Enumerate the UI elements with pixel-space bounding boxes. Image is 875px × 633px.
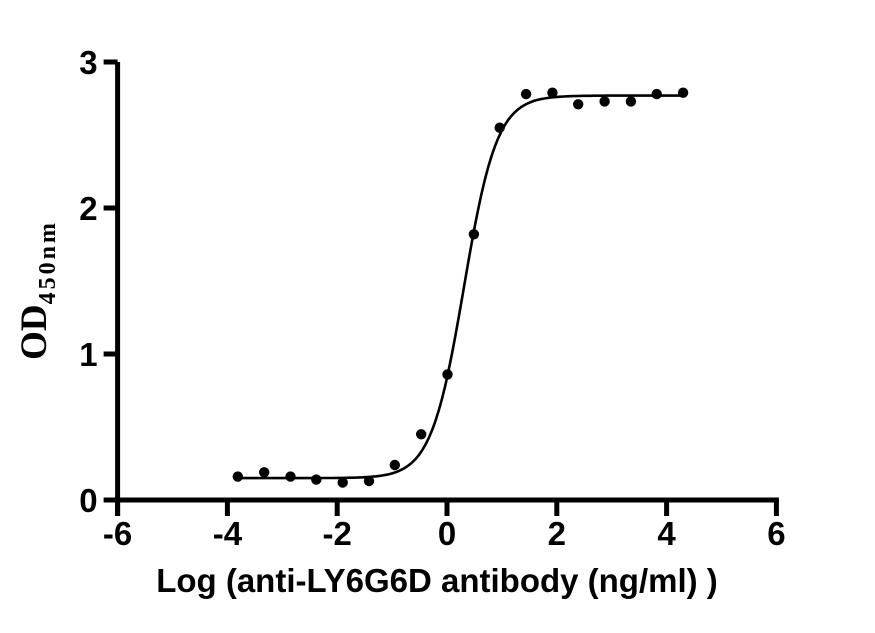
tick-labels: -6 -4 -2 0 2 4 6 0 1 2 3 [79, 44, 785, 552]
data-point [389, 459, 400, 471]
data-point [599, 96, 610, 107]
data-point [232, 471, 243, 482]
y-tick-label: 3 [79, 44, 97, 81]
data-point [311, 474, 322, 485]
data-point [520, 88, 532, 100]
y-axis-title: OD450nm [14, 220, 61, 360]
data-point [468, 229, 480, 240]
x-tick-label: 2 [548, 515, 566, 552]
x-tick-label: 0 [438, 515, 456, 552]
tick-marks [103, 59, 779, 516]
data-point [363, 475, 375, 487]
data-point [494, 122, 505, 133]
x-tick-label: 4 [657, 515, 676, 552]
axes [115, 62, 779, 516]
data-point [416, 429, 427, 440]
x-axis-title: Log (anti-LY6G6D antibody (ng/ml) ) [156, 562, 718, 599]
fit-curve-line [236, 94, 685, 480]
data-point [573, 99, 584, 110]
x-tick-label: -2 [323, 515, 352, 552]
y-tick-label: 2 [79, 190, 97, 227]
data-points [232, 87, 689, 488]
data-point [337, 477, 348, 488]
fit-curve [236, 94, 685, 480]
x-tick-label: -6 [103, 515, 132, 552]
x-tick-label: -4 [213, 515, 243, 552]
y-axis-title-subscript: 450nm [35, 220, 61, 304]
y-axis-title-main: OD [14, 304, 55, 360]
x-tick-label: 6 [767, 515, 785, 552]
data-point [285, 471, 296, 482]
data-point [651, 88, 662, 100]
data-point [259, 467, 270, 478]
data-point [625, 96, 637, 107]
data-point [677, 87, 689, 98]
data-point [547, 87, 558, 98]
y-tick-label: 0 [79, 482, 97, 519]
y-tick-label: 1 [79, 336, 97, 373]
data-point [442, 369, 453, 380]
